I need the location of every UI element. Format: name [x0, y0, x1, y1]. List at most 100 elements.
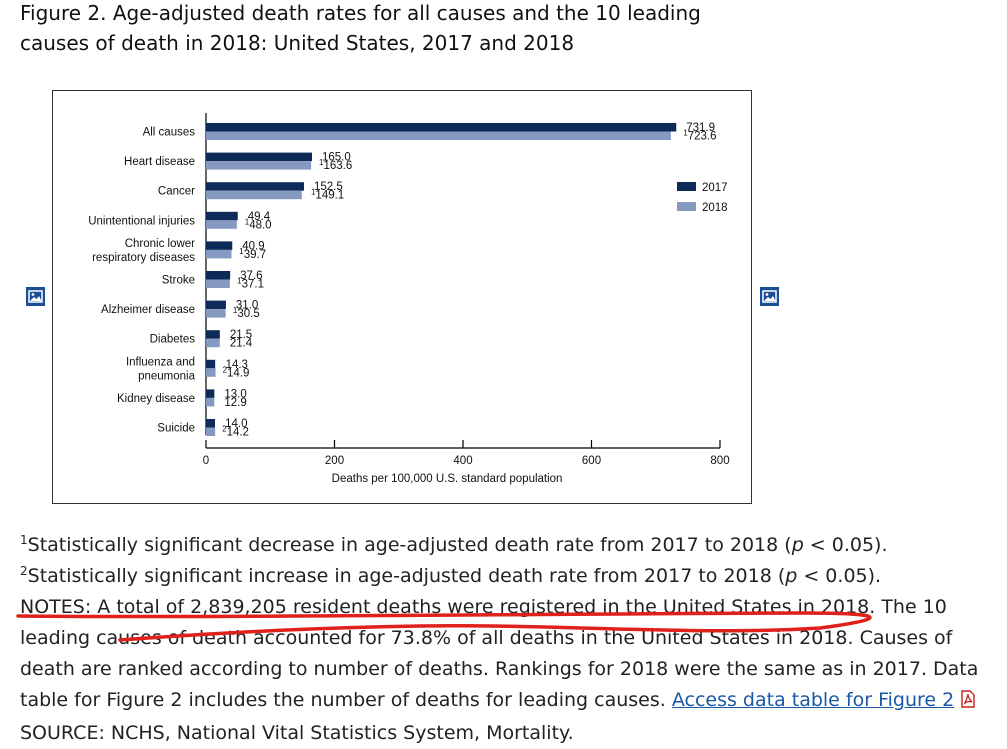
significance-mark: 1 [245, 217, 250, 226]
figure-title-line2: causes of death in 2018: United States, … [20, 31, 575, 55]
data-label-2018: 21.4 [230, 338, 253, 350]
category-label: Chronic lower [125, 238, 195, 250]
x-axis-title: Deaths per 100,000 U.S. standard populat… [332, 473, 563, 485]
bar-2017 [206, 152, 313, 162]
chart-frame: All causes 731.9 1723.6 Heart disease 165.0 1… [52, 90, 752, 504]
data-value: 37.1 [242, 279, 264, 291]
figure-title: Figure 2. Age-adjusted death rates for a… [20, 0, 720, 58]
data-label-2017: 14.3 [226, 359, 248, 371]
bar-2017 [206, 300, 226, 310]
category-label: Alzheimer disease [101, 304, 195, 316]
bar-2018 [206, 338, 220, 348]
notes-line-4: table for Figure 2 includes the number o… [20, 685, 1007, 718]
bar-2017 [206, 271, 231, 280]
data-label-2018: 139.7 [239, 247, 266, 261]
significance-mark: 1 [311, 188, 316, 197]
notes-line-1: NOTES: A total of 2,839,205 resident dea… [20, 596, 947, 618]
x-tick-label: 600 [582, 455, 601, 467]
bar-2017 [206, 330, 220, 339]
pdf-icon[interactable] [960, 687, 976, 718]
category-label: Suicide [157, 423, 195, 435]
bar-2018 [206, 249, 232, 259]
data-label-2018: 137.1 [237, 277, 264, 291]
data-value: 48.0 [249, 219, 271, 231]
data-label-2017: 731.9 [686, 122, 715, 134]
bar-2018 [206, 190, 302, 200]
category-label: pneumonia [138, 370, 196, 382]
bar-2017 [206, 389, 215, 398]
bar-2018 [206, 368, 216, 377]
data-label-2018: 130.5 [233, 306, 260, 320]
x-tick-label: 800 [710, 455, 729, 467]
x-tick-label: 400 [453, 455, 472, 467]
bar-2018 [206, 397, 215, 407]
data-label-2018: 12.9 [224, 397, 246, 409]
data-value: 149.1 [315, 190, 344, 202]
data-label-2017: 13.0 [224, 388, 246, 400]
data-value: 14.9 [227, 367, 249, 379]
legend-swatch-2017 [677, 182, 696, 191]
image-icon[interactable] [26, 287, 45, 306]
category-label: Heart disease [124, 156, 195, 168]
bar-2017 [206, 359, 216, 369]
x-tick-label: 0 [203, 455, 209, 467]
category-label: respiratory diseases [92, 252, 195, 264]
category-label: Kidney disease [117, 393, 195, 405]
data-label-2017: 21.5 [230, 329, 252, 341]
data-label-2017: 40.9 [242, 240, 264, 252]
category-label: Unintentional injuries [88, 215, 195, 227]
data-label-2017: 37.6 [240, 270, 262, 282]
footnote-1: 1Statistically significant decrease in a… [20, 533, 888, 556]
significance-mark: 1 [237, 277, 242, 286]
data-value: 14.2 [227, 427, 249, 439]
footnote-2: 2Statistically significant increase in a… [20, 564, 882, 587]
significance-mark: 1 [239, 247, 244, 256]
data-value: 30.5 [237, 308, 259, 320]
bar-2017 [206, 241, 233, 250]
category-label: Cancer [158, 186, 195, 198]
bar-2018 [206, 279, 230, 288]
notes-line-3: death are ranked according to number of … [20, 658, 979, 680]
footnotes: 1Statistically significant decrease in a… [20, 530, 1007, 749]
data-label-2017: 31.0 [236, 300, 258, 312]
data-label-2017: 152.5 [314, 181, 343, 193]
bar-2018 [206, 309, 226, 318]
data-label-2018: 148.0 [245, 217, 272, 231]
significance-mark: 1 [683, 129, 688, 138]
bar-2017 [206, 123, 677, 132]
data-value: 163.6 [323, 160, 352, 172]
data-table-link[interactable]: Access data table for Figure 2 [671, 689, 955, 711]
data-label-2018: 1723.6 [683, 129, 716, 143]
data-label-2017: 49.4 [248, 211, 271, 223]
bar-2017 [206, 419, 215, 428]
bar-2018 [206, 220, 237, 229]
category-label: Stroke [162, 275, 195, 287]
bar-2018 [206, 131, 671, 140]
significance-mark: 1 [319, 158, 324, 167]
data-value: 723.6 [688, 131, 717, 143]
image-icon[interactable] [760, 287, 779, 306]
figure-title-line1: Figure 2. Age-adjusted death rates for a… [20, 1, 701, 25]
category-label: All causes [143, 127, 196, 139]
legend-label-2017: 2017 [702, 182, 728, 194]
bar-2018 [206, 161, 312, 170]
notes-line-2: leading causes of death accounted for 73… [20, 627, 953, 649]
significance-mark: 1 [233, 306, 238, 315]
significance-mark: 2 [222, 425, 227, 434]
data-label-2017: 165.0 [322, 152, 351, 164]
bar-2017 [206, 182, 304, 191]
bar-2017 [206, 211, 238, 221]
legend-swatch-2018 [677, 202, 696, 211]
legend-label-2018: 2018 [702, 202, 728, 214]
data-label-2018: 214.2 [222, 425, 249, 439]
category-label: Influenza and [126, 356, 195, 368]
data-value: 39.7 [244, 249, 266, 261]
bar-2018 [206, 427, 216, 436]
significance-mark: 2 [223, 365, 228, 374]
source-line: SOURCE: NCHS, National Vital Statistics … [20, 722, 574, 744]
data-label-2017: 14.0 [225, 418, 247, 430]
data-label-2018: 214.9 [223, 365, 250, 379]
x-tick-label: 200 [325, 455, 344, 467]
data-label-2018: 1149.1 [311, 188, 344, 202]
